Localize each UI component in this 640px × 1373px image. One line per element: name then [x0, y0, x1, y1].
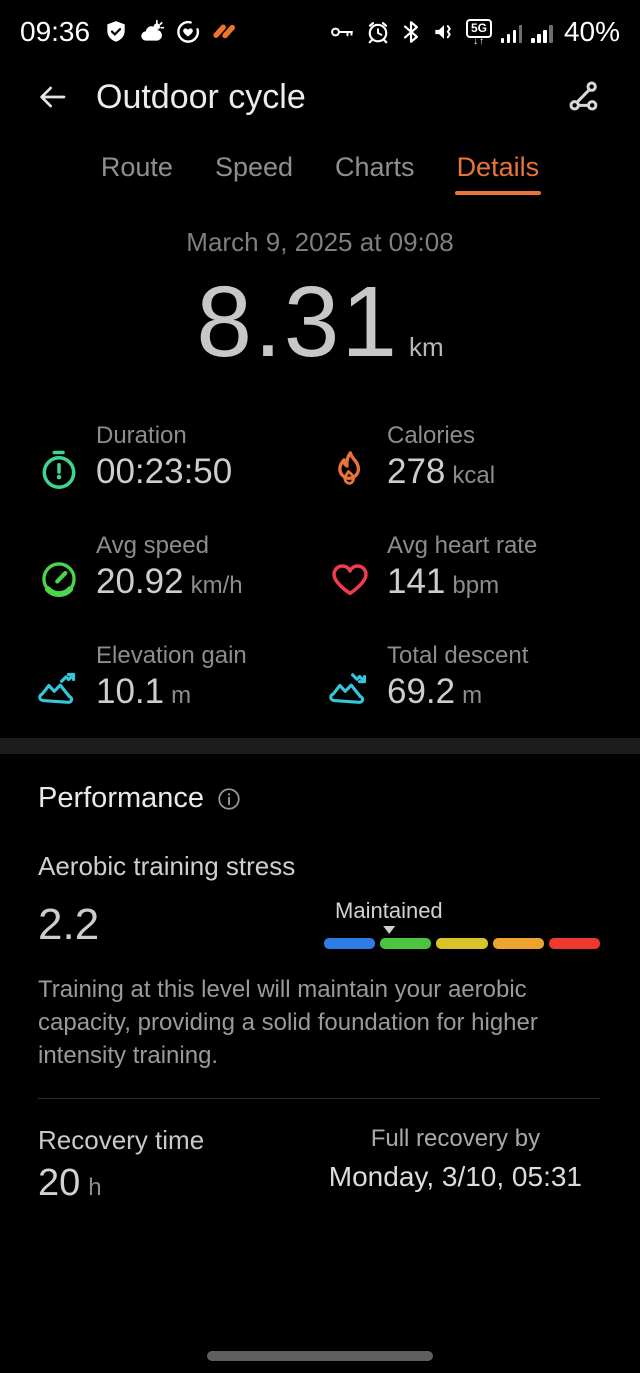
stat-label: Elevation gain: [96, 642, 247, 669]
pointer-triangle-icon: [382, 926, 395, 934]
distance-value: 8.31: [196, 266, 399, 378]
aerobic-stress-description: Training at this level will maintain you…: [38, 976, 538, 1069]
activity-datetime: March 9, 2025 at 09:08: [186, 227, 454, 257]
stat-value: 278: [387, 452, 446, 491]
stat-value: 00:23:50: [96, 452, 233, 491]
stat-unit: m: [171, 682, 192, 709]
header: Outdoor cycle: [0, 56, 640, 134]
stress-level-label: Maintained: [335, 898, 443, 923]
recovery-row: Recovery time 20 h Full recovery by Mond…: [38, 1125, 600, 1205]
stress-pointer: Maintained: [335, 898, 443, 934]
stat-avg-heart-rate: Avg heart rate 141 bpm: [329, 528, 620, 602]
stat-label: Duration: [96, 422, 187, 449]
stopwatch-icon: [38, 448, 80, 490]
stress-seg-overload: [548, 938, 601, 949]
weather-icon: [138, 19, 166, 45]
tab-bar: Route Speed Charts Details: [0, 152, 640, 195]
stat-avg-speed: Avg speed 20.92 km/h: [38, 528, 329, 602]
section-divider: [0, 738, 640, 754]
performance-section: Performance Aerobic training stress 2.2 …: [0, 782, 640, 1205]
mountain-down-icon: [329, 668, 371, 710]
signal-bars-icon: [500, 21, 523, 43]
stat-label: Total descent: [387, 642, 529, 669]
performance-title: Performance: [38, 782, 205, 814]
stat-label: Calories: [387, 422, 476, 449]
stress-seg-improving: [436, 938, 488, 949]
tab-route[interactable]: Route: [100, 152, 173, 182]
signal-bars-icon-2: [531, 21, 553, 43]
tab-details[interactable]: Details: [454, 152, 541, 195]
divider-line: [38, 1098, 600, 1099]
stat-value: 69.2: [387, 672, 456, 711]
recovery-time-label: Recovery time: [38, 1125, 205, 1155]
full-recovery-label: Full recovery by: [370, 1125, 541, 1152]
stat-unit: m: [462, 682, 483, 709]
battery-percent: 40%: [563, 16, 620, 47]
key-icon: [328, 20, 356, 44]
speedometer-icon: [38, 558, 80, 600]
distance-summary: 8.31 km: [0, 262, 640, 382]
tab-speed[interactable]: Speed: [214, 152, 294, 182]
page-title: Outdoor cycle: [96, 77, 306, 116]
home-indicator[interactable]: [207, 1351, 433, 1361]
status-time: 09:36: [20, 16, 91, 47]
stat-label: Avg heart rate: [387, 532, 538, 559]
stat-value: 141: [387, 562, 446, 601]
stats-grid: Duration 00:23:50 Calories 278 kcal Avg s…: [0, 382, 640, 712]
5g-network-icon: 5G ↓↑: [465, 18, 492, 46]
recovery-time-unit: h: [88, 1174, 102, 1201]
shield-check-icon: [103, 19, 129, 45]
stress-seg-maintained: [380, 938, 432, 949]
share-route-icon[interactable]: [560, 74, 606, 120]
stat-label: Avg speed: [96, 532, 209, 559]
stress-bar-wrap: Maintained: [324, 898, 601, 949]
stress-seg-low: [324, 938, 376, 949]
stress-seg-high: [492, 938, 544, 949]
stat-value: 10.1: [96, 672, 165, 711]
distance-unit: km: [408, 332, 444, 362]
stat-unit: kcal: [452, 462, 496, 489]
status-bar: 09:36: [0, 0, 640, 56]
health-monitoring-icon: [175, 19, 201, 45]
tab-charts[interactable]: Charts: [335, 152, 415, 182]
back-button[interactable]: [34, 75, 78, 119]
stat-unit: bpm: [452, 572, 500, 599]
bluetooth-icon: [400, 19, 422, 45]
stat-elevation-gain: Elevation gain 10.1 m: [38, 638, 329, 712]
alarm-clock-icon: [365, 19, 391, 45]
info-icon[interactable]: [216, 786, 242, 812]
stat-duration: Duration 00:23:50: [38, 418, 329, 492]
recovery-time-value: 20: [38, 1162, 81, 1204]
stat-total-descent: Total descent 69.2 m: [329, 638, 620, 712]
full-recovery-value: Monday, 3/10, 05:31: [328, 1161, 582, 1192]
health-app-icon: [210, 19, 238, 45]
aerobic-stress-label: Aerobic training stress: [38, 851, 296, 881]
aerobic-stress-value: 2.2: [38, 900, 100, 949]
stat-calories: Calories 278 kcal: [329, 418, 620, 492]
vibrate-mute-icon: [431, 19, 457, 45]
flame-icon: [329, 448, 371, 490]
stress-bar: [324, 938, 601, 949]
stat-unit: km/h: [190, 572, 243, 599]
stat-value: 20.92: [96, 562, 184, 601]
mountain-up-icon: [38, 668, 80, 710]
heart-icon: [329, 558, 371, 600]
